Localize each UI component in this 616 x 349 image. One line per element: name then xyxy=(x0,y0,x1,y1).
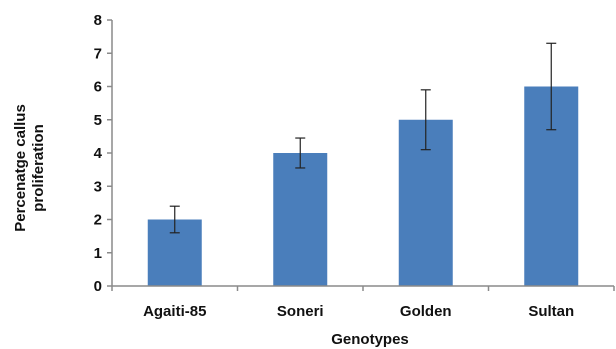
y-tick-label: 4 xyxy=(94,145,103,162)
x-category-label: Soneri xyxy=(277,303,324,320)
error-bar xyxy=(420,89,431,151)
x-category-label: Golden xyxy=(400,303,452,320)
x-category-label: Sultan xyxy=(528,303,574,320)
error-bar xyxy=(295,137,306,169)
y-axis-title-line-1: Percenatge callus xyxy=(12,104,29,232)
error-bars xyxy=(169,42,557,234)
y-tick-label: 2 xyxy=(94,212,102,229)
x-axis-title: Genotypes xyxy=(331,331,409,348)
x-axis-labels: Agaiti-85 Soneri Golden Sultan xyxy=(111,286,615,320)
y-tick-label: 5 xyxy=(94,112,102,129)
error-bar xyxy=(169,205,180,234)
y-tick-label: 6 xyxy=(94,79,102,96)
y-tick-label: 7 xyxy=(94,45,102,62)
y-tick-label: 1 xyxy=(94,245,102,262)
y-tick-label: 8 xyxy=(94,12,102,29)
y-axis-title-line-2: proliferation xyxy=(30,124,47,212)
y-tick-label: 0 xyxy=(94,278,102,295)
x-category-label: Agaiti-85 xyxy=(143,303,206,320)
y-tick-label: 3 xyxy=(94,178,102,195)
y-axis-ticks: 0 1 2 3 4 5 6 7 8 xyxy=(94,12,112,295)
error-bar xyxy=(546,42,557,131)
bar-soneri xyxy=(273,153,328,286)
bars xyxy=(147,86,579,286)
y-axis-title: Percenatge callus proliferation xyxy=(12,104,47,232)
